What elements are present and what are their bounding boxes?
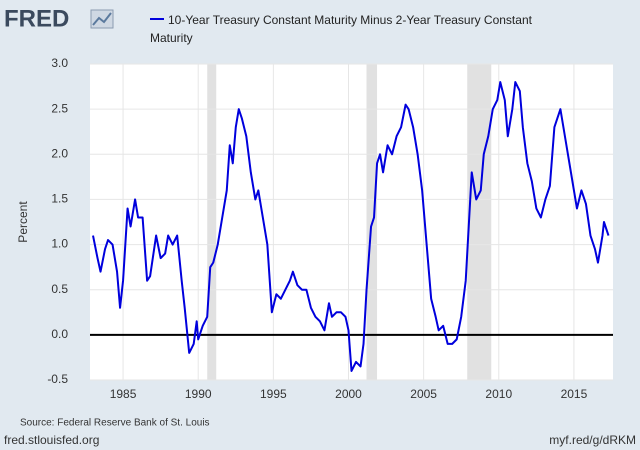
logo-icon xyxy=(90,9,114,29)
y-tick-label: 0.5 xyxy=(51,282,68,296)
legend: 10-Year Treasury Constant Maturity Minus… xyxy=(150,11,550,47)
y-tick-label: -0.5 xyxy=(47,372,68,386)
legend-key xyxy=(150,17,164,20)
recession-band xyxy=(207,64,217,380)
y-tick-label: 3.0 xyxy=(51,56,68,70)
y-tick-label: 2.5 xyxy=(51,101,68,115)
x-tick-label: 2005 xyxy=(410,387,437,401)
x-tick-label: 1990 xyxy=(185,387,212,401)
x-tick-label: 2010 xyxy=(485,387,512,401)
short-url: myf.red/g/dRKM xyxy=(549,433,636,447)
logo: FRED xyxy=(4,5,69,32)
plot-area xyxy=(90,64,613,380)
y-axis-label: Percent xyxy=(16,201,30,243)
y-tick-label: 1.5 xyxy=(51,192,68,206)
legend-label: 10-Year Treasury Constant Maturity Minus… xyxy=(150,13,532,45)
x-tick-label: 1985 xyxy=(110,387,137,401)
x-tick-label: 2015 xyxy=(561,387,588,401)
x-tick-label: 1995 xyxy=(260,387,287,401)
y-tick-label: 0.0 xyxy=(51,327,68,341)
x-tick-label: 2000 xyxy=(335,387,362,401)
y-tick-label: 2.0 xyxy=(51,146,68,160)
recession-band xyxy=(467,64,492,380)
y-tick-label: 1.0 xyxy=(51,237,68,251)
site: fred.stlouisfed.org xyxy=(4,433,99,447)
series-line xyxy=(92,81,610,372)
source: Source: Federal Reserve Bank of St. Loui… xyxy=(20,418,210,429)
